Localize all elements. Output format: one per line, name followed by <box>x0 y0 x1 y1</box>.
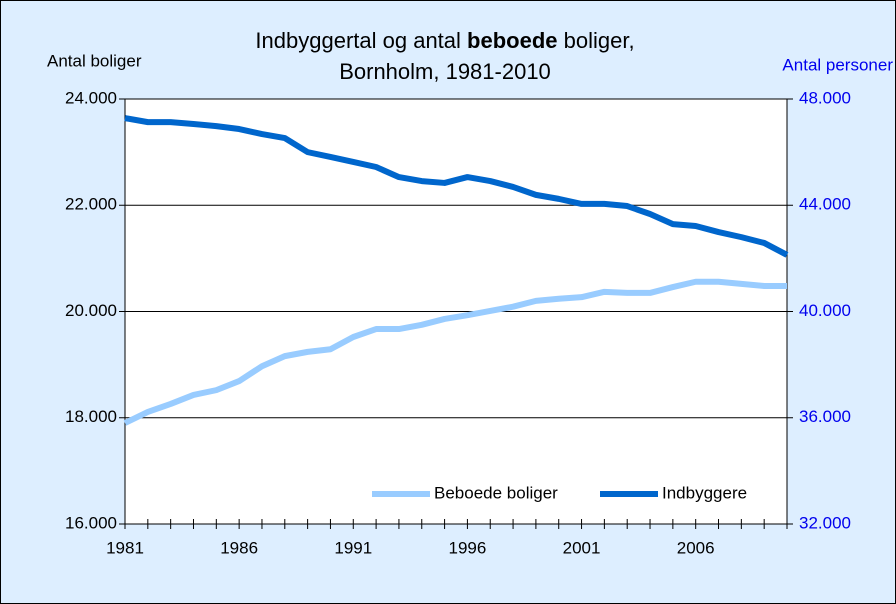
series-line <box>124 115 789 258</box>
series-line <box>123 278 787 426</box>
y-tick-label: 18.000 <box>65 407 117 426</box>
chart-subtitle: Bornholm, 1981-2010 <box>339 59 551 84</box>
y2-tick-label: 48.000 <box>799 88 851 107</box>
y-axis-label: Antal boliger <box>47 51 142 70</box>
x-tick-label: 1996 <box>448 538 486 557</box>
legend-label: Beboede boliger <box>434 483 558 502</box>
y-tick-label: 22.000 <box>65 195 117 214</box>
y2-tick-label: 40.000 <box>799 301 851 320</box>
y-tick-label: 16.000 <box>65 513 117 532</box>
y2-tick-label: 44.000 <box>799 195 851 214</box>
y2-tick-label: 36.000 <box>799 407 851 426</box>
y2-tick-label: 32.000 <box>799 513 851 532</box>
x-tick-label: 1981 <box>106 538 144 557</box>
chart-title: Indbyggertal og antal beboede boliger, <box>255 28 634 53</box>
legend-label: Indbyggere <box>662 483 747 502</box>
x-tick-label: 2001 <box>563 538 601 557</box>
x-tick-label: 1991 <box>334 538 372 557</box>
y2-axis-label: Antal personer <box>782 55 893 74</box>
y-tick-label: 24.000 <box>65 88 117 107</box>
y-tick-label: 20.000 <box>65 301 117 320</box>
x-tick-label: 1986 <box>220 538 258 557</box>
x-tick-label: 2006 <box>677 538 715 557</box>
